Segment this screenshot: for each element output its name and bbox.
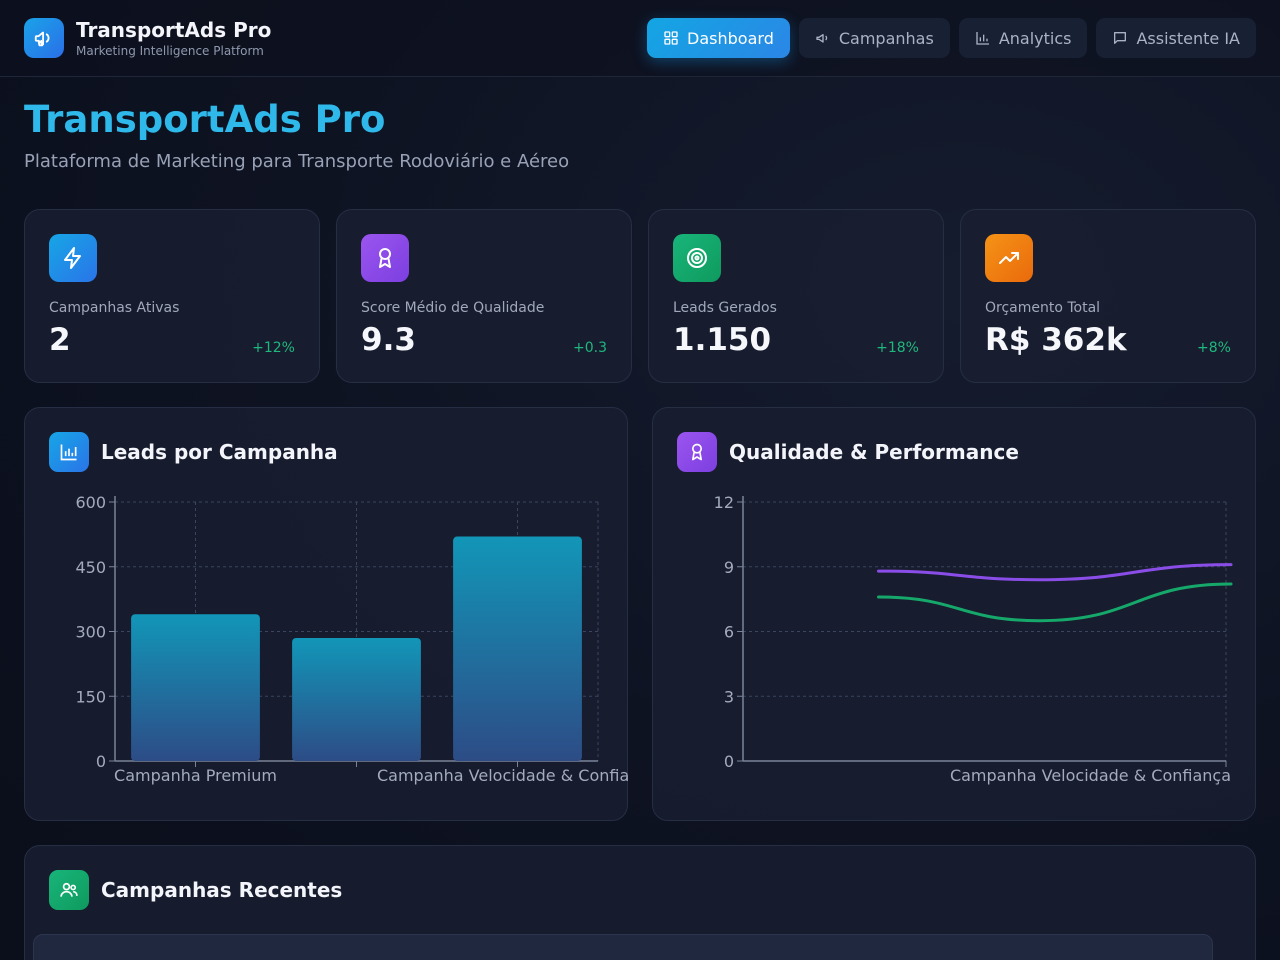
y-tick-label: 6 <box>724 623 734 642</box>
kpi-card-orcamento-total: Orçamento Total R$ 362k +8% <box>960 209 1256 383</box>
award-icon <box>677 432 717 472</box>
x-tick-label: Campanha Velocidade & Confiança <box>377 766 629 785</box>
kpi-value: 2 <box>49 322 71 358</box>
bar <box>453 536 582 761</box>
y-tick-label: 0 <box>96 752 106 771</box>
kpi-label: Campanhas Ativas <box>49 300 180 316</box>
panel-title: Campanhas Recentes <box>101 878 343 902</box>
leads-chart-panel: Leads por Campanha 0 150 300 450 600 Campanha… <box>24 407 629 821</box>
leads-bar-chart: 0 150 300 450 600 Campanha Premium Campanha Ve… <box>75 493 629 785</box>
panel-title: Leads por Campanha <box>101 440 338 464</box>
nav-analytics-label: Analytics <box>998 28 1072 48</box>
kpi-label: Orçamento Total <box>985 300 1101 316</box>
bar <box>292 637 421 761</box>
y-tick-label: 9 <box>724 558 734 577</box>
kpi-label: Score Médio de Qualidade <box>361 300 545 316</box>
nav-dashboard-button[interactable]: Dashboard <box>647 18 790 58</box>
quality-chart-panel: Qualidade & Performance 0 3 6 9 12 Campanha V… <box>652 407 1256 821</box>
brand-name: TransportAds Pro <box>76 18 272 42</box>
megaphone-logo-icon[interactable] <box>24 18 64 58</box>
y-tick-label: 600 <box>75 493 106 512</box>
lightning-icon <box>49 234 97 282</box>
y-tick-label: 0 <box>724 752 734 771</box>
list-item[interactable] <box>33 934 1213 960</box>
kpi-card-score-qualidade: Score Médio de Qualidade 9.3 +0.3 <box>336 209 632 383</box>
kpi-value: R$ 362k <box>985 322 1127 358</box>
page-title: TransportAds Pro <box>24 98 386 141</box>
grid-icon <box>664 31 678 45</box>
x-tick-label: Campanha Velocidade & Confiança <box>950 766 1231 785</box>
bar-chart-icon <box>49 432 89 472</box>
chat-icon <box>1114 31 1127 44</box>
nav-analytics-button[interactable]: Analytics <box>958 18 1088 58</box>
kpi-delta: +12% <box>252 340 295 356</box>
quality-line-chart: 0 3 6 9 12 Campanha Velocidade & Confiança <box>714 493 1233 785</box>
kpi-card-campanhas-ativas: Campanhas Ativas 2 +12% <box>24 209 320 383</box>
nav-campanhas-label: Campanhas <box>838 28 934 48</box>
y-tick-label: 12 <box>714 493 734 512</box>
kpi-delta: +18% <box>876 340 919 356</box>
x-tick-label: Campanha Premium <box>114 766 277 785</box>
nav-assistente-button[interactable]: Assistente IA <box>1096 18 1256 58</box>
kpi-delta: +0.3 <box>573 340 607 356</box>
panel-title: Qualidade & Performance <box>729 440 1019 464</box>
recent-campaigns-panel: Campanhas Recentes <box>24 845 1256 960</box>
kpi-card-leads-gerados: Leads Gerados 1.150 +18% <box>648 209 944 383</box>
award-icon <box>361 234 409 282</box>
kpi-value: 1.150 <box>673 322 772 358</box>
target-icon <box>673 234 721 282</box>
nav-assistente-label: Assistente IA <box>1136 28 1240 48</box>
top-navbar: TransportAds Pro Marketing Intelligence … <box>0 0 1280 77</box>
y-tick-label: 300 <box>75 623 106 642</box>
brand-subtitle: Marketing Intelligence Platform <box>76 44 264 58</box>
page-subtitle: Plataforma de Marketing para Transporte … <box>24 151 570 172</box>
bar-chart-icon <box>976 32 989 45</box>
main-nav: Dashboard Campanhas Analytics Assistente… <box>647 18 1256 58</box>
trend-up-icon <box>985 234 1033 282</box>
y-tick-label: 150 <box>75 687 106 706</box>
y-tick-label: 3 <box>724 687 734 706</box>
users-icon <box>49 870 89 910</box>
megaphone-icon <box>816 34 828 43</box>
kpi-label: Leads Gerados <box>673 300 777 316</box>
nav-campanhas-button[interactable]: Campanhas <box>798 18 950 58</box>
series-line <box>877 563 1233 582</box>
nav-dashboard-label: Dashboard <box>687 28 774 48</box>
kpi-delta: +8% <box>1197 340 1231 356</box>
bar <box>131 614 260 761</box>
series-line <box>877 582 1233 623</box>
kpi-value: 9.3 <box>361 322 416 358</box>
y-tick-label: 450 <box>75 558 106 577</box>
